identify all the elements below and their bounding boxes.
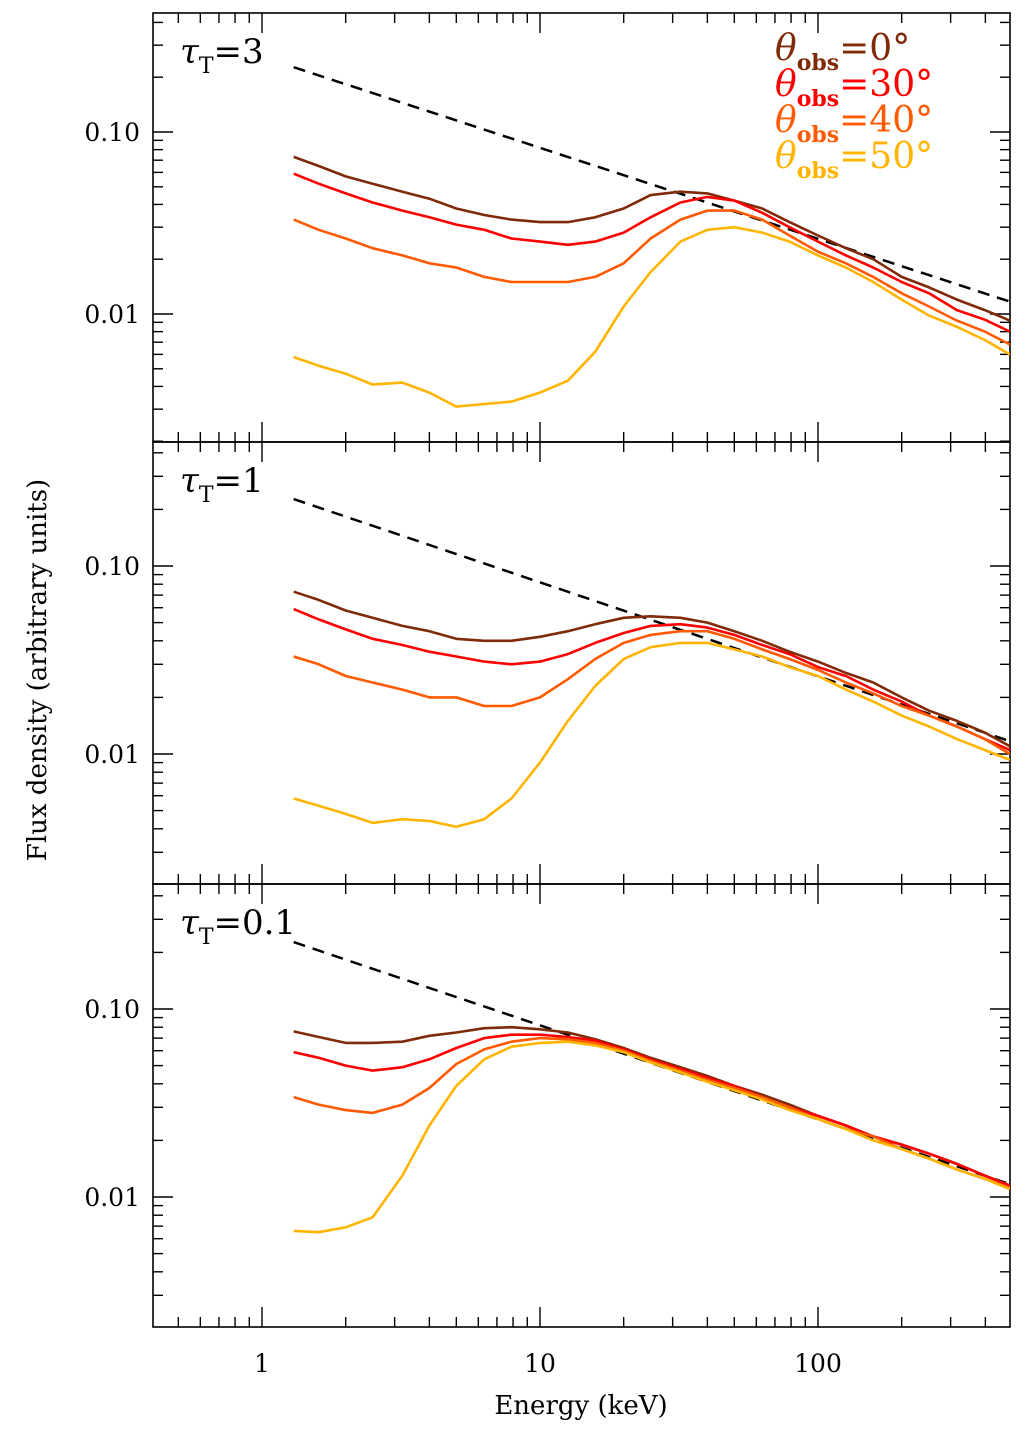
legend-theta: θ <box>775 136 797 177</box>
panel-label: τT=0.1 <box>180 903 296 950</box>
reference-powerlaw-line <box>293 66 1010 303</box>
panel-label-sub: T <box>199 54 214 79</box>
series-line-40deg <box>293 1036 1010 1189</box>
legend-value: =30° <box>839 64 933 105</box>
x-tick-label: 1 <box>254 1349 270 1378</box>
series-line-0deg <box>293 155 1010 322</box>
legend-sub: obs <box>797 122 839 148</box>
series-line-30deg <box>293 1033 1010 1187</box>
panel-frame <box>152 441 1011 885</box>
y-tick-label: 0.01 <box>84 300 140 329</box>
legend-entry: θobs=0° <box>775 28 910 76</box>
y-tick-label: 0.01 <box>84 1183 140 1212</box>
panel-label-sub: T <box>199 483 214 508</box>
series-line-30deg <box>293 607 1010 752</box>
x-tick-label: 100 <box>794 1349 842 1378</box>
y-tick-label: 0.10 <box>84 552 140 581</box>
legend-theta: θ <box>775 28 797 69</box>
legend-entry: θobs=40° <box>775 100 933 148</box>
series-line-30deg <box>293 172 1010 333</box>
legend-entry: θobs=50° <box>775 136 933 184</box>
legend-theta: θ <box>775 100 797 141</box>
panel-0: 0.10 0.01 τT=3 <box>84 12 1011 443</box>
panel-label-value: =1 <box>214 461 264 501</box>
panel-label: τT=1 <box>180 461 264 508</box>
y-tick-label: 0.01 <box>84 740 140 769</box>
legend-sub: obs <box>797 158 839 184</box>
x-tick-label: 10 <box>524 1349 556 1378</box>
panel-1: 0.10 0.01 τT=1 <box>84 441 1011 885</box>
legend-value: =0° <box>839 28 910 69</box>
panel-2: 0.10 0.01 τT=0.1 <box>84 883 1011 1328</box>
panel-label-tau: τ <box>180 461 200 501</box>
legend-value: =50° <box>839 136 933 177</box>
panel-frame <box>152 883 1011 1328</box>
reference-powerlaw-line <box>293 497 1010 743</box>
series-line-50deg <box>293 641 1010 829</box>
legend-value: =40° <box>839 100 933 141</box>
x-axis-title: Energy (keV) <box>494 1391 667 1421</box>
legend-theta: θ <box>775 64 797 105</box>
panel-label: τT=3 <box>180 32 264 79</box>
panel-label-tau: τ <box>180 903 200 943</box>
series-line-0deg <box>293 590 1010 748</box>
panel-label-value: =3 <box>214 32 264 72</box>
y-tick-label: 0.10 <box>84 118 140 147</box>
series-line-40deg <box>293 629 1010 756</box>
legend-sub: obs <box>797 50 839 76</box>
legend-sub: obs <box>797 86 839 112</box>
panel-label-sub: T <box>199 925 214 950</box>
legend-entry: θobs=30° <box>775 64 933 112</box>
y-axis-title: Flux density (arbitrary units) <box>23 479 53 861</box>
series-line-50deg <box>293 225 1010 408</box>
series-line-0deg <box>293 1025 1010 1187</box>
panel-label-tau: τ <box>180 32 200 72</box>
y-tick-label: 0.10 <box>84 995 140 1024</box>
panel-label-value: =0.1 <box>214 903 297 943</box>
series-line-40deg <box>293 209 1010 346</box>
series-line-50deg <box>293 1040 1010 1234</box>
